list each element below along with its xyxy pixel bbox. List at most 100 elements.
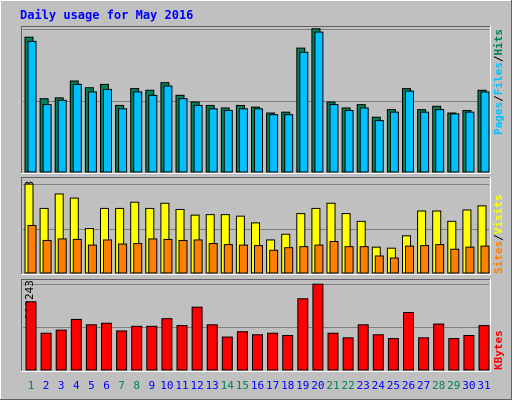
- bar-kbytes-day-24: [372, 334, 384, 371]
- bar-files-day-1: [27, 40, 37, 173]
- bar-files-day-13: [208, 108, 218, 173]
- day-label-12: 12: [190, 379, 203, 392]
- legend-files: Files: [492, 62, 505, 95]
- bar-kbytes-day-12: [191, 306, 203, 371]
- bar-sites-day-18: [284, 247, 294, 274]
- day-label-11: 11: [175, 379, 188, 392]
- bar-kbytes-day-27: [418, 337, 430, 371]
- day-label-13: 13: [206, 379, 219, 392]
- day-label-24: 24: [372, 379, 386, 392]
- bar-files-day-10: [163, 85, 173, 173]
- bar-sites-day-7: [118, 243, 128, 274]
- bar-sites-day-22: [344, 246, 354, 274]
- bars: [24, 28, 490, 371]
- bar-files-day-12: [193, 104, 203, 173]
- bar-sites-day-12: [193, 239, 203, 274]
- bar-files-day-21: [329, 104, 339, 173]
- legend-pages: Pages: [492, 102, 505, 135]
- bar-kbytes-day-10: [161, 318, 173, 371]
- bar-sites-day-29: [450, 248, 460, 274]
- bar-files-day-23: [359, 107, 369, 173]
- day-label-28: 28: [432, 379, 445, 392]
- bar-sites-day-11: [178, 239, 188, 274]
- day-label-2: 2: [43, 379, 50, 392]
- day-label-16: 16: [251, 379, 264, 392]
- legend-sep-3: /: [492, 234, 505, 241]
- bar-kbytes-day-28: [433, 323, 445, 371]
- bar-sites-day-16: [254, 245, 263, 274]
- day-label-8: 8: [133, 379, 140, 392]
- bar-files-day-2: [42, 104, 52, 173]
- bar-sites-day-30: [465, 246, 475, 274]
- bar-sites-day-9: [148, 238, 158, 274]
- legend-visits: Visits: [492, 195, 505, 235]
- bar-sites-day-28: [435, 244, 445, 274]
- day-label-26: 26: [402, 379, 415, 392]
- legend-sep-2: /: [492, 55, 505, 62]
- bar-files-day-11: [178, 98, 188, 173]
- bar-kbytes-day-21: [327, 332, 339, 371]
- bar-files-day-16: [254, 108, 263, 173]
- bar-files-day-20: [314, 31, 324, 173]
- bar-kbytes-day-20: [312, 283, 324, 371]
- day-label-4: 4: [73, 379, 80, 392]
- bar-kbytes-day-29: [448, 338, 460, 371]
- bar-files-day-31: [480, 91, 490, 173]
- day-label-1: 1: [28, 379, 35, 392]
- day-label-29: 29: [447, 379, 460, 392]
- day-label-17: 17: [266, 379, 279, 392]
- legend-sep-1: /: [492, 95, 505, 102]
- bar-sites-day-3: [57, 238, 67, 274]
- bar-files-day-3: [57, 99, 67, 173]
- legend-top: Pages/Files/Hits: [492, 29, 505, 135]
- day-label-3: 3: [58, 379, 65, 392]
- bar-kbytes-day-1: [25, 301, 37, 371]
- bar-files-day-18: [284, 114, 294, 173]
- bar-sites-day-31: [480, 245, 490, 274]
- bar-kbytes-day-23: [357, 324, 369, 371]
- bar-files-day-8: [133, 91, 143, 173]
- bar-kbytes-day-8: [131, 325, 143, 371]
- day-label-21: 21: [326, 379, 339, 392]
- day-label-5: 5: [88, 379, 95, 392]
- bar-files-day-7: [118, 108, 128, 173]
- bar-kbytes-day-25: [387, 338, 399, 371]
- bar-files-day-29: [450, 113, 460, 173]
- bar-files-day-28: [435, 109, 445, 173]
- day-labels: 1 2 3 4 5 6 7 8 9 10 11 12 13 14 15 16 17 18 19 20 21 22 23 24 2…: [28, 379, 491, 392]
- bar-sites-day-4: [72, 238, 82, 274]
- day-label-30: 30: [462, 379, 475, 392]
- bar-sites-day-15: [238, 244, 248, 274]
- bar-sites-day-26: [405, 245, 414, 274]
- bar-kbytes-day-19: [297, 298, 309, 371]
- bar-sites-day-24: [374, 255, 384, 274]
- bar-kbytes-day-6: [101, 322, 112, 371]
- bar-files-day-4: [72, 83, 82, 173]
- bar-files-day-24: [374, 120, 384, 173]
- bar-kbytes-day-16: [252, 334, 263, 371]
- bar-sites-day-14: [223, 244, 233, 274]
- bar-sites-day-21: [329, 240, 339, 274]
- bar-kbytes-day-30: [463, 335, 475, 371]
- chart-title: Daily usage for May 2016: [20, 8, 193, 22]
- panels: [21, 26, 491, 372]
- bar-sites-day-13: [208, 243, 218, 274]
- bar-files-day-27: [420, 111, 430, 173]
- bar-files-day-22: [344, 109, 354, 173]
- day-label-31: 31: [477, 379, 490, 392]
- bar-kbytes-day-17: [267, 332, 279, 371]
- bar-kbytes-day-4: [70, 318, 82, 371]
- day-label-18: 18: [281, 379, 294, 392]
- bar-files-day-14: [223, 109, 233, 173]
- bar-sites-day-20: [314, 244, 324, 274]
- bar-kbytes-day-9: [146, 325, 158, 371]
- day-label-9: 9: [148, 379, 155, 392]
- bar-sites-day-8: [133, 243, 143, 274]
- bar-sites-day-2: [42, 239, 52, 274]
- day-label-23: 23: [357, 379, 370, 392]
- bar-kbytes-day-5: [85, 324, 97, 371]
- legend-kbytes: KBytes: [492, 330, 505, 370]
- day-label-7: 7: [118, 379, 125, 392]
